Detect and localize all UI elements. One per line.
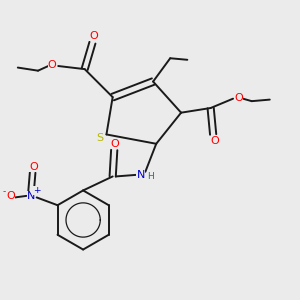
Text: O: O [234,93,243,103]
Text: H: H [147,172,153,181]
Text: N: N [136,170,145,180]
Text: O: O [111,139,119,149]
Text: S: S [96,133,103,142]
Text: O: O [6,191,15,201]
Text: -: - [2,187,6,196]
Text: +: + [33,186,40,195]
Text: O: O [48,60,56,70]
Text: N: N [27,191,35,201]
Text: O: O [210,136,219,146]
Text: O: O [89,32,98,41]
Text: O: O [29,162,38,172]
